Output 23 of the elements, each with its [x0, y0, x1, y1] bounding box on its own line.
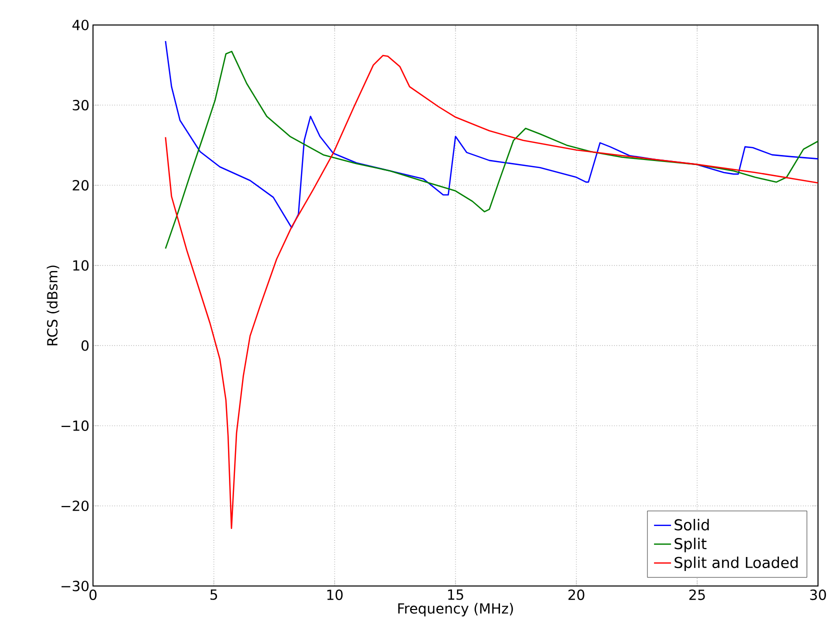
x-tick-label: 5 [210, 590, 218, 600]
legend-label: Split [674, 538, 706, 552]
y-tick-label: −20 [62, 500, 89, 512]
y-tick-label: 0 [82, 340, 89, 351]
y-tick-label: −30 [62, 580, 89, 592]
y-tick-label: 40 [72, 20, 89, 30]
line-series [164, 54, 818, 529]
x-tick-label: 0 [89, 590, 97, 600]
y-tick-label: 10 [73, 260, 89, 271]
x-tick-label: 15 [448, 590, 464, 600]
x-tick-label: 20 [568, 590, 584, 600]
legend-label: Split and Loaded [674, 556, 798, 572]
legend-label: Solid [674, 518, 709, 530]
x-tick-label: 10 [327, 590, 343, 600]
y-axis-title: RCS (dBsm) [46, 266, 60, 346]
y-tick-label: 20 [72, 180, 89, 191]
line-series [164, 40, 818, 228]
x-axis-title: Frequency (MHz) [398, 602, 513, 616]
y-tick-label: 30 [72, 100, 89, 110]
line-series [164, 50, 818, 250]
x-tick-label: 30 [810, 590, 826, 600]
x-tick-label: 25 [689, 590, 705, 600]
y-tick-label: −10 [62, 420, 89, 431]
